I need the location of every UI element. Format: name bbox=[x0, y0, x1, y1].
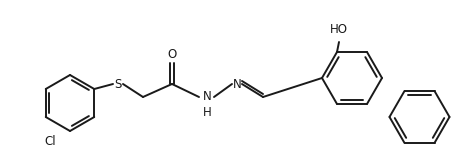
Text: Cl: Cl bbox=[44, 135, 56, 148]
Text: S: S bbox=[114, 78, 122, 91]
Text: N: N bbox=[233, 78, 241, 91]
Text: N: N bbox=[203, 91, 212, 103]
Text: O: O bbox=[168, 49, 176, 61]
Text: HO: HO bbox=[330, 23, 348, 36]
Text: H: H bbox=[203, 106, 212, 119]
